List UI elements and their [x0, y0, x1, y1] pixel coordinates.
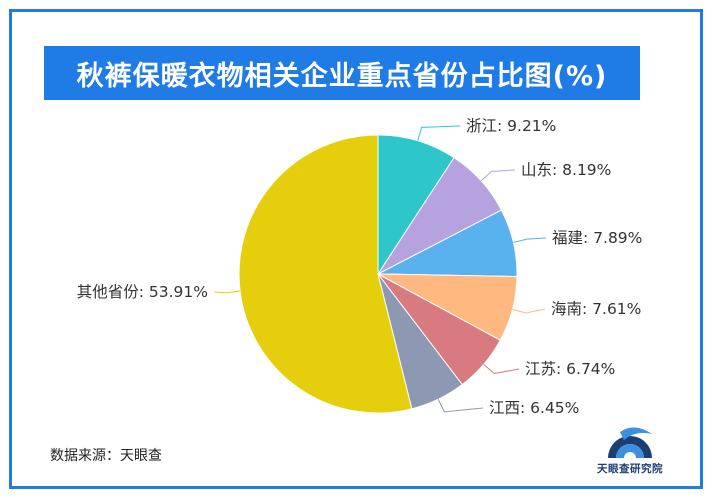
slice-label-江西: 江西: 6.45%	[489, 399, 579, 417]
leader-line-江西	[437, 399, 484, 413]
leader-line-海南	[512, 308, 546, 314]
data-source-note: 数据来源：天眼查	[50, 448, 162, 464]
slice-labels: 浙江: 9.21% 山东: 8.19% 福建: 7.89% 海南: 7.61% 江苏: …	[77, 117, 643, 417]
tianyancha-research-logo: 天眼查研究院	[590, 420, 670, 478]
slice-label-海南: 海南: 7.61%	[551, 300, 641, 318]
leader-line-福建	[513, 237, 547, 243]
chart-title: 秋裤保暖衣物相关企业重点省份占比图(%)	[44, 46, 640, 100]
logo-text: 天眼查研究院	[597, 463, 663, 475]
leader-line-山东	[480, 169, 516, 182]
pie-slices	[238, 134, 518, 414]
logo-icon	[608, 427, 652, 458]
slice-label-江苏: 江苏: 6.74%	[525, 360, 615, 378]
leader-lines	[213, 125, 547, 413]
slice-label-福建: 福建: 7.89%	[552, 229, 642, 247]
leader-line-浙江	[417, 125, 461, 141]
slice-label-其他省份: 其他省份: 53.91%	[77, 283, 208, 301]
leader-line-其他省份	[213, 290, 241, 294]
leader-line-江苏	[483, 364, 520, 375]
slice-label-山东: 山东: 8.19%	[521, 161, 611, 179]
pie-slice-浙江	[377, 134, 455, 276]
slice-label-浙江: 浙江: 9.21%	[466, 117, 556, 135]
